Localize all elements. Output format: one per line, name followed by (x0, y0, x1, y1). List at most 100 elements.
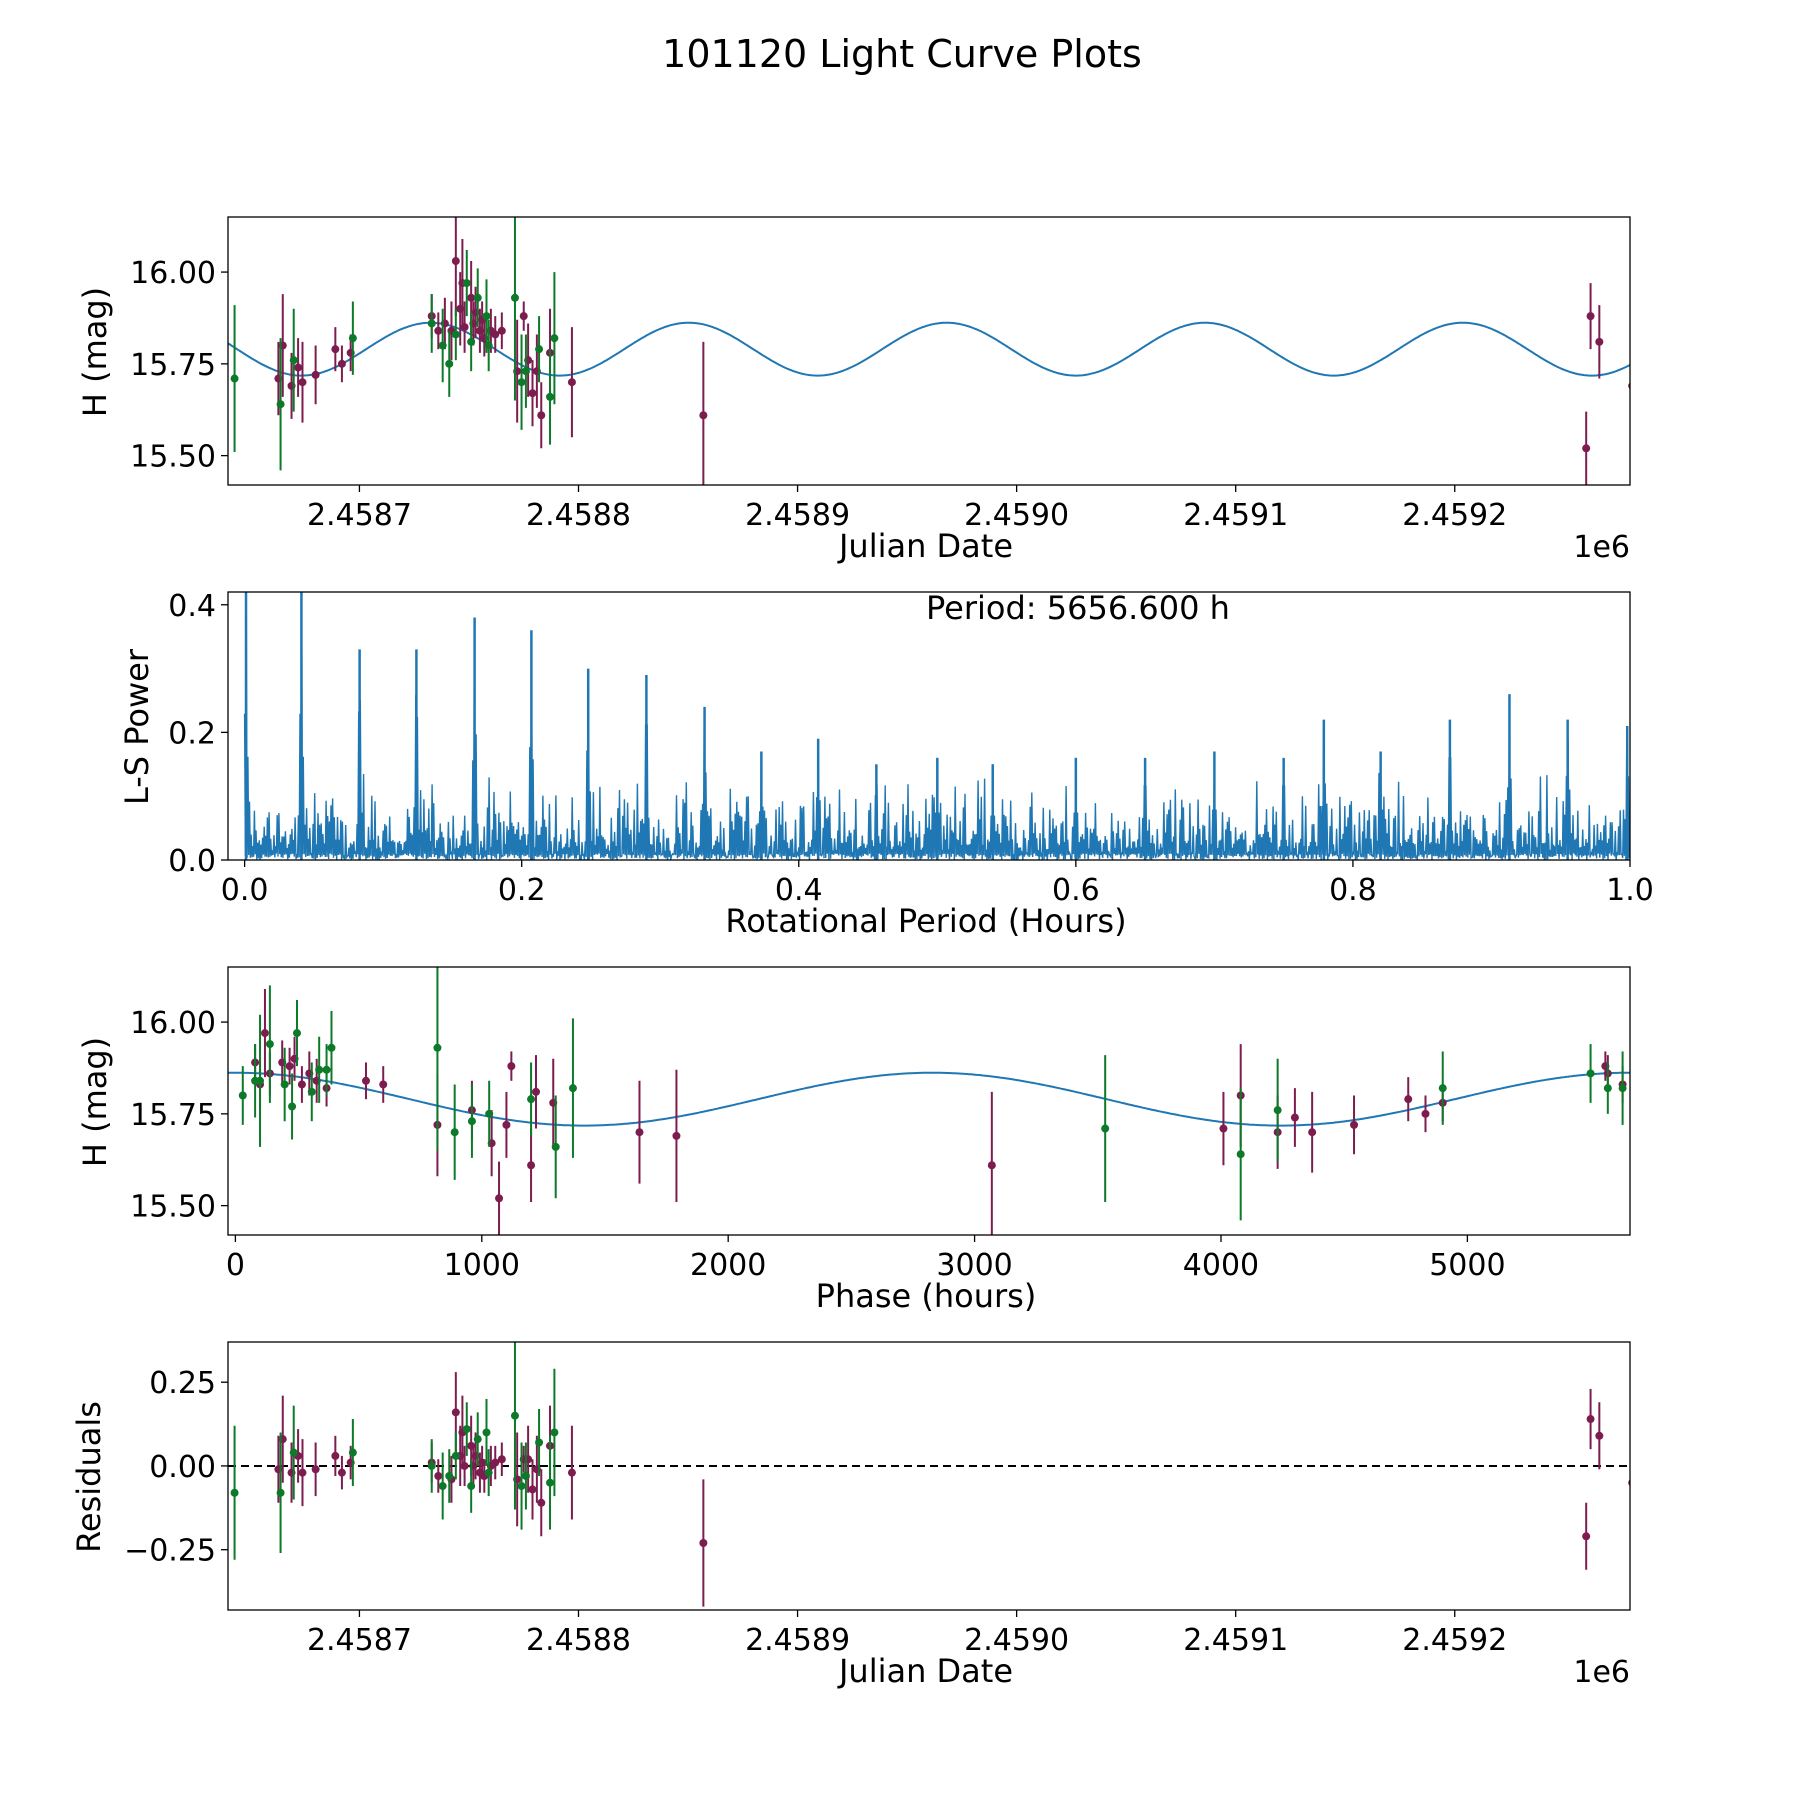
x-tick-label: 2.4589 (745, 1623, 850, 1658)
residuals-offset-label: 1e6 (1573, 1655, 1630, 1690)
figure-title: 101120 Light Curve Plots (662, 32, 1142, 76)
x-tick-label: 2.4590 (964, 1623, 1069, 1658)
x-tick-label: 0.8 (1329, 873, 1377, 908)
data-point (451, 1408, 460, 1417)
data-point (1582, 444, 1591, 453)
data-point (535, 345, 544, 354)
data-point (482, 312, 491, 321)
x-tick-label: 1000 (444, 1248, 520, 1283)
data-point (1586, 312, 1595, 321)
data-point (531, 1087, 540, 1096)
data-point (495, 1194, 504, 1203)
data-point (1618, 1084, 1627, 1093)
lightcurve-y-label: H (mag) (76, 287, 114, 417)
y-tick-label: 15.50 (130, 1190, 216, 1225)
data-point (445, 359, 454, 368)
y-tick-label: 0.4 (168, 589, 216, 624)
data-point (379, 1080, 388, 1089)
data-point (460, 1461, 469, 1470)
lightcurve-panel: 2.4587 2.4588 2.4589 2.4590 2.4591 2.4592 15.5… (130, 216, 1631, 533)
x-tick-label: 2000 (690, 1248, 766, 1283)
data-point (348, 1448, 357, 1457)
data-point (289, 1448, 298, 1457)
data-point (1219, 1124, 1228, 1133)
x-tick-label: 0.2 (498, 873, 546, 908)
x-tick-label: 2.4590 (964, 498, 1069, 533)
data-point (260, 1029, 269, 1038)
data-point (307, 1087, 316, 1096)
data-point (298, 378, 307, 387)
x-tick-label: 2.4591 (1183, 498, 1288, 533)
data-point (460, 323, 469, 332)
x-tick-label: 1.0 (1606, 873, 1654, 908)
x-tick-label: 4000 (1183, 1248, 1259, 1283)
data-point (699, 1539, 708, 1547)
phased-x-label: Phase (hours) (816, 1277, 1037, 1315)
data-point (337, 359, 346, 368)
data-point (699, 411, 708, 420)
y-tick-label: 0.0 (168, 844, 216, 879)
data-point (331, 345, 340, 354)
data-point (1595, 337, 1604, 346)
data-point (451, 330, 460, 339)
data-point (256, 1076, 265, 1085)
x-tick-label: 2.4587 (307, 498, 412, 533)
y-tick-label: 15.75 (130, 348, 216, 383)
data-point (550, 1428, 559, 1437)
periodogram-plot-area (243, 592, 1630, 860)
x-tick-label: 2.4591 (1183, 1623, 1288, 1658)
data-point (1273, 1106, 1282, 1115)
data-point (450, 1128, 459, 1137)
data-point (519, 312, 528, 321)
data-point (285, 1062, 294, 1071)
data-point (288, 1102, 297, 1111)
data-point (528, 389, 537, 398)
data-point (635, 1128, 644, 1137)
data-point (1236, 1150, 1245, 1159)
data-point (467, 1117, 476, 1126)
data-point (311, 1465, 320, 1474)
data-point (315, 1065, 324, 1074)
data-point (238, 1091, 247, 1100)
data-point (289, 356, 298, 365)
y-tick-label: 0.00 (149, 1450, 216, 1485)
data-point (467, 1482, 476, 1491)
y-tick-label: 0.25 (149, 1366, 216, 1401)
residuals-plot-area (228, 1342, 1630, 1607)
phased-plot-area (228, 967, 1630, 1235)
data-point (491, 1458, 500, 1467)
data-point (507, 1062, 516, 1071)
lightcurve-offset-label: 1e6 (1573, 530, 1630, 565)
residuals-panel: 2.4587 2.4588 2.4589 2.4590 2.4591 2.4592 −0.2… (124, 1341, 1631, 1658)
data-point (482, 1428, 491, 1437)
data-point (292, 1029, 301, 1038)
x-tick-label: 2.4588 (526, 1623, 631, 1658)
data-point (1582, 1532, 1591, 1541)
x-tick-label: 2.4587 (307, 1623, 412, 1658)
residuals-x-label: Julian Date (837, 1652, 1013, 1690)
data-point (1290, 1113, 1299, 1122)
data-point (546, 392, 555, 401)
x-tick-label: 2.4592 (1402, 498, 1507, 533)
model-curve (228, 1071, 1630, 1127)
data-point (1586, 1415, 1595, 1424)
data-point (527, 1161, 536, 1170)
data-point (1101, 1124, 1110, 1133)
data-point (280, 1080, 289, 1089)
data-point (230, 374, 239, 383)
data-point (297, 1080, 306, 1089)
data-point (510, 293, 519, 302)
data-point (361, 1076, 370, 1085)
x-tick-label: 0.0 (221, 873, 269, 908)
data-point (427, 1461, 436, 1470)
data-point (467, 293, 476, 302)
data-point (298, 1468, 307, 1477)
y-tick-label: 15.75 (130, 1098, 216, 1133)
data-point (1421, 1109, 1430, 1118)
data-point (473, 293, 482, 302)
data-point (462, 1425, 471, 1434)
x-tick-label: 5000 (1429, 1248, 1505, 1283)
data-point (348, 334, 357, 343)
data-point (1595, 1431, 1604, 1440)
